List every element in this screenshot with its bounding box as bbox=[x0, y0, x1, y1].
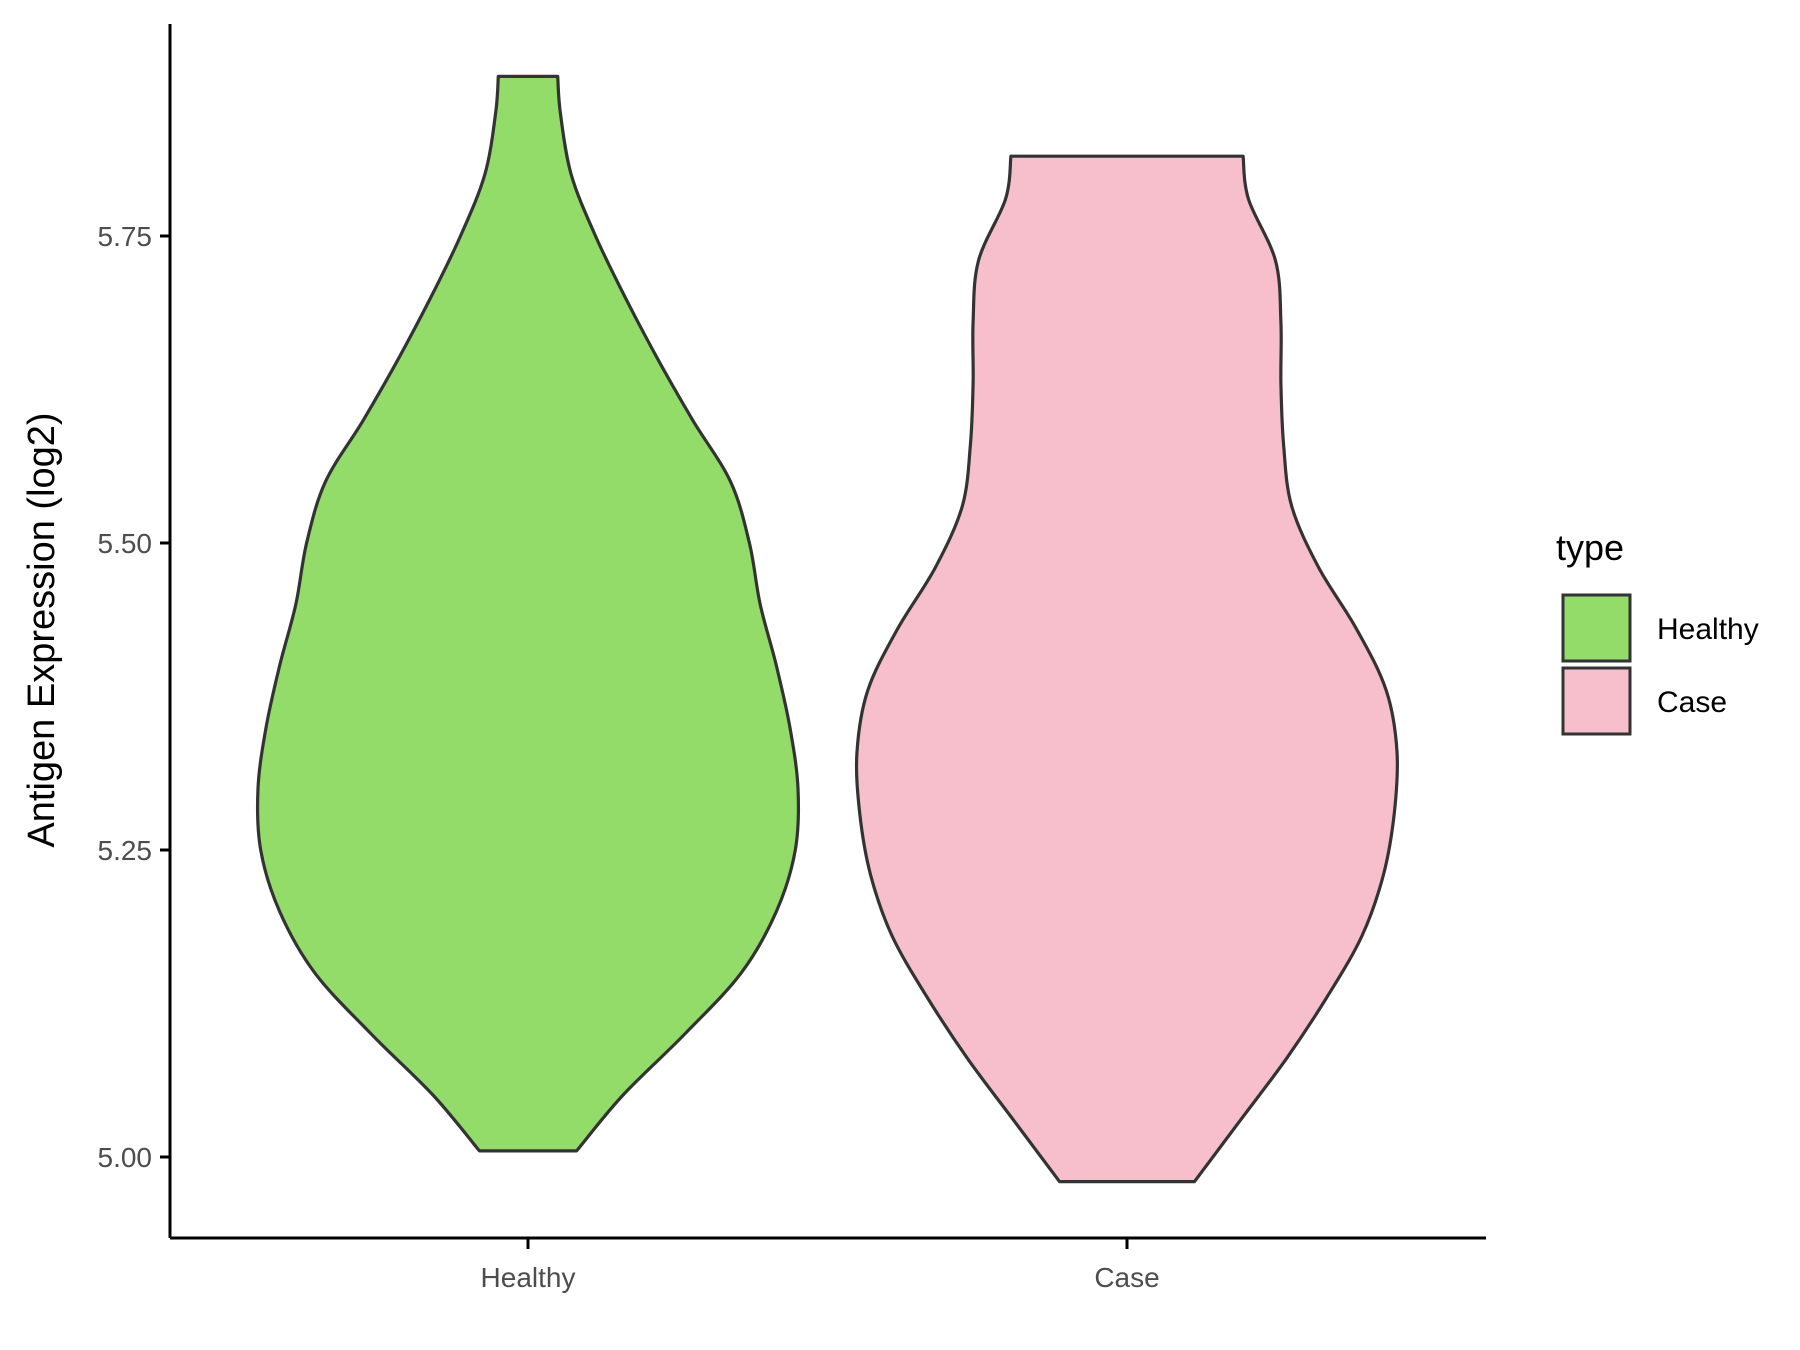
x-tick-label: Healthy bbox=[481, 1262, 576, 1293]
y-tick-label: 5.50 bbox=[98, 528, 153, 559]
axes: 5.00 5.25 5.50 5.75 Healthy Case bbox=[98, 24, 1486, 1293]
legend: type Healthy Case bbox=[1556, 527, 1759, 736]
x-tick-label: Case bbox=[1094, 1262, 1159, 1293]
y-tick-label: 5.00 bbox=[98, 1142, 153, 1173]
x-ticks: Healthy Case bbox=[481, 1238, 1160, 1293]
violin-case bbox=[854, 154, 1400, 1184]
y-tick-label: 5.75 bbox=[98, 221, 153, 252]
legend-swatch-case bbox=[1561, 666, 1632, 736]
legend-title: type bbox=[1556, 527, 1624, 568]
y-tick-label: 5.25 bbox=[98, 835, 153, 866]
legend-swatch-healthy bbox=[1561, 593, 1632, 663]
y-ticks: 5.00 5.25 5.50 5.75 bbox=[98, 221, 170, 1173]
violin-layer bbox=[255, 74, 1400, 1184]
legend-label-case: Case bbox=[1657, 686, 1727, 719]
y-axis-title: Antigen Expression (log2) bbox=[21, 412, 63, 847]
legend-items: Healthy Case bbox=[1561, 593, 1759, 736]
legend-label-healthy: Healthy bbox=[1657, 613, 1759, 646]
violin-healthy bbox=[255, 74, 801, 1153]
